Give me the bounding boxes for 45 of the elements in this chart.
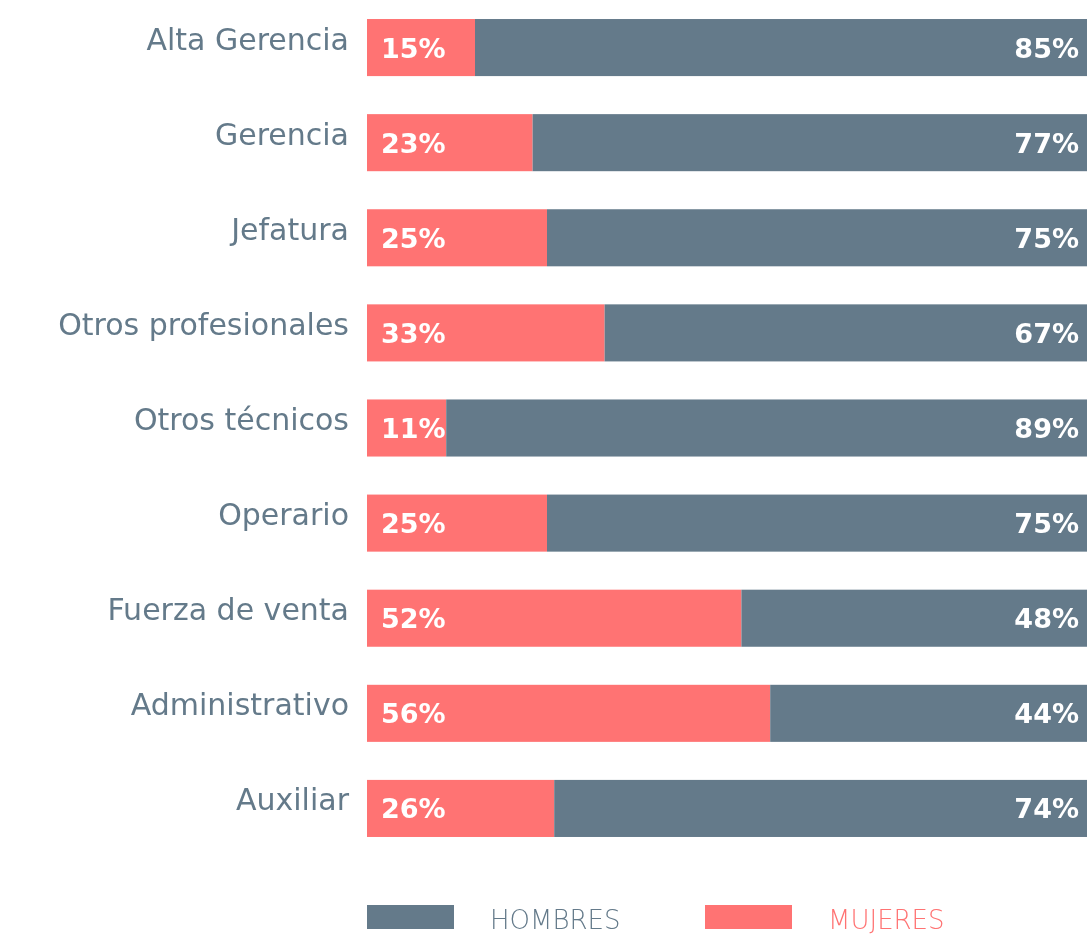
bar — [446, 399, 1087, 457]
bar — [367, 114, 533, 172]
bar — [741, 589, 1087, 647]
data-label: 77% — [1014, 127, 1079, 159]
data-label: 56% — [381, 698, 446, 730]
data-label: 23% — [381, 127, 446, 159]
data-label: 85% — [1014, 32, 1079, 64]
data-label: 74% — [1014, 793, 1079, 825]
data-label: 26% — [381, 793, 446, 825]
legend-label: HOMBRES — [490, 905, 621, 934]
bar — [547, 494, 1087, 552]
bar — [367, 684, 771, 742]
y-tick-label: Fuerza de venta — [107, 592, 349, 628]
data-label: 75% — [1014, 508, 1079, 540]
data-label: 11% — [381, 413, 446, 444]
bar — [554, 779, 1087, 837]
bar — [367, 209, 547, 267]
y-tick-label: Jefatura — [229, 211, 349, 247]
data-label: 89% — [1014, 413, 1079, 444]
y-tick-label: Administrativo — [130, 687, 349, 723]
legend-label: MUJERES — [828, 905, 945, 934]
bar — [367, 304, 605, 362]
data-label: 48% — [1014, 603, 1079, 635]
bar — [367, 589, 742, 647]
data-label: 75% — [1014, 222, 1079, 254]
data-label: 52% — [381, 603, 446, 635]
bar — [532, 114, 1087, 172]
bar — [604, 304, 1087, 362]
data-label: 44% — [1014, 698, 1079, 730]
data-label: 67% — [1014, 317, 1079, 349]
bar — [547, 209, 1087, 267]
bar — [367, 494, 547, 552]
y-tick-label: Gerencia — [214, 116, 349, 152]
y-tick-label: Otros profesionales — [58, 306, 349, 342]
data-label: 15% — [381, 32, 446, 64]
y-tick-label: Alta Gerencia — [146, 21, 349, 57]
y-tick-label: Auxiliar — [235, 782, 350, 818]
y-tick-label: Otros técnicos — [133, 402, 349, 437]
bar — [367, 779, 555, 837]
y-tick-label: Operario — [218, 497, 349, 533]
bar — [475, 19, 1087, 77]
data-label: 25% — [381, 222, 446, 254]
bar — [770, 684, 1087, 742]
data-label: 25% — [381, 508, 446, 540]
data-label: 33% — [381, 317, 446, 349]
